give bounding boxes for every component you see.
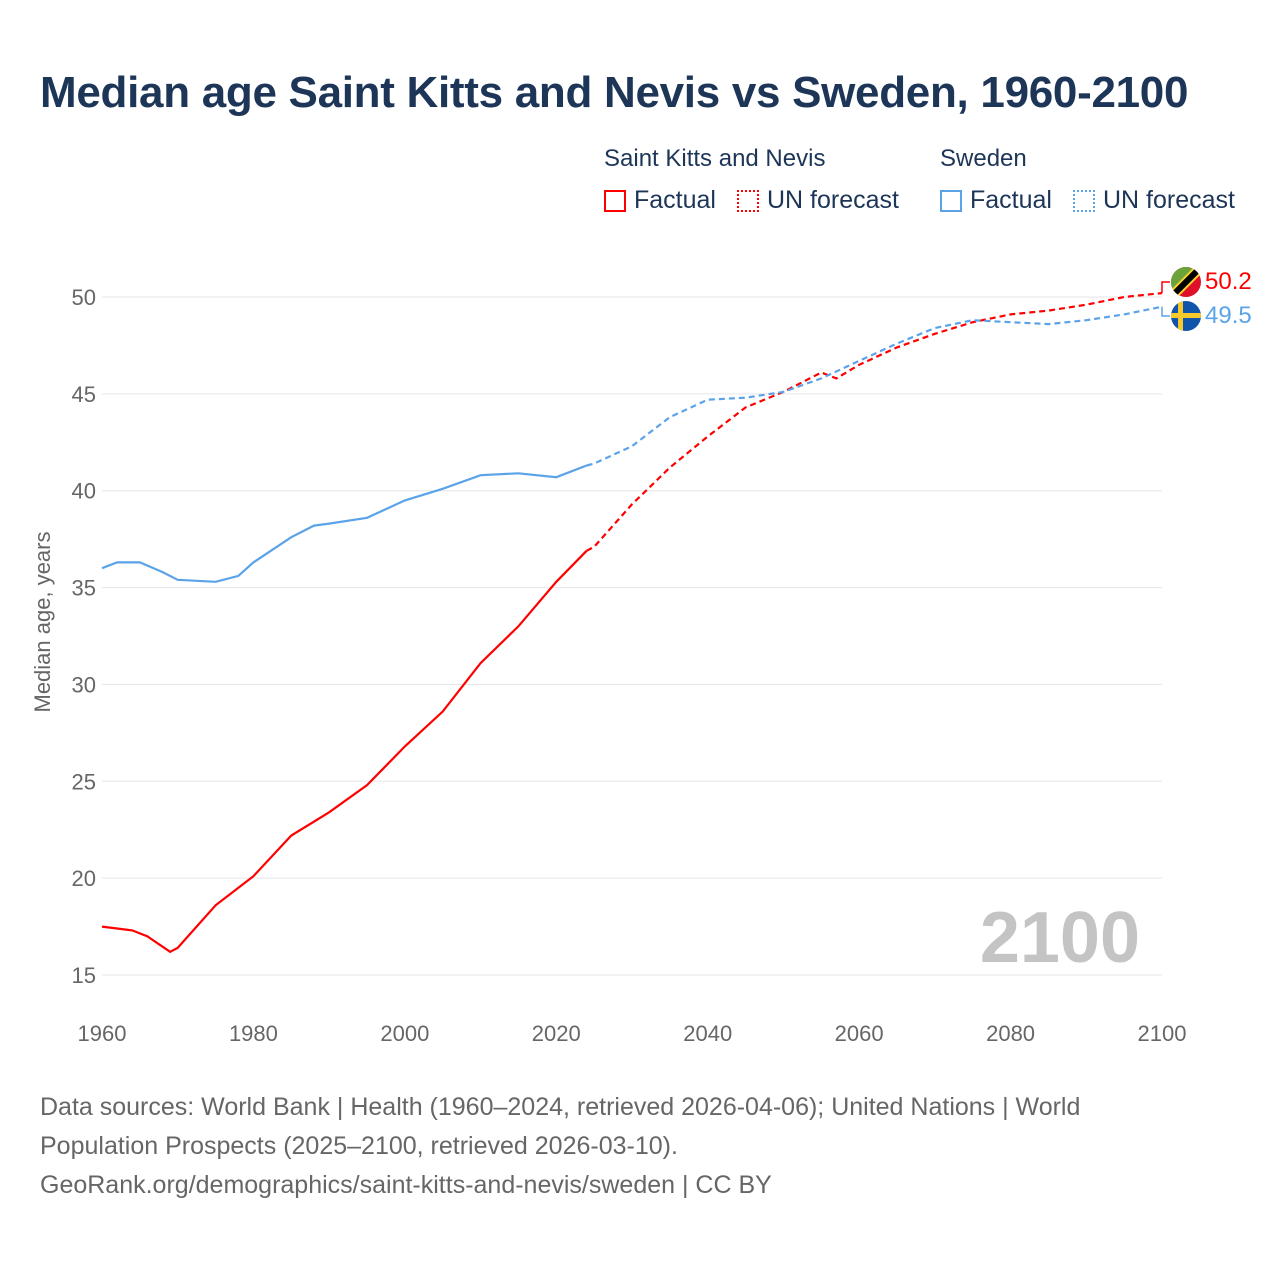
saint-kitts-flag-icon: [1171, 267, 1201, 297]
y-tick-label: 15: [72, 963, 96, 988]
legend-label: UN forecast: [767, 186, 899, 214]
page-title: Median age Saint Kitts and Nevis vs Swed…: [40, 68, 1189, 117]
series-line-sweden-forecast: [586, 305, 1163, 467]
legend-swatch-solid: [604, 189, 626, 212]
x-tick-label: 2020: [532, 1021, 581, 1046]
footer-link[interactable]: GeoRank.org/demographics/saint-kitts-and…: [40, 1171, 772, 1199]
y-tick-label: 35: [72, 576, 96, 601]
x-tick-label: 2100: [1138, 1021, 1187, 1046]
legend-sweden-forecast[interactable]: UN forecast: [1073, 186, 1235, 215]
legend-skn-forecast[interactable]: UN forecast: [737, 186, 899, 215]
legend-sweden-factual[interactable]: Factual: [940, 186, 1052, 215]
footer-source-1: Data sources: World Bank | Health (1960–…: [40, 1093, 1081, 1121]
y-tick-label: 25: [72, 769, 96, 794]
label-connector: [1161, 281, 1170, 294]
y-tick-label: 30: [72, 672, 96, 697]
x-tick-label: 2000: [380, 1021, 429, 1046]
y-tick-label: 20: [72, 866, 96, 891]
y-axis-label: Median age, years: [30, 532, 55, 713]
y-tick-label: 40: [72, 479, 96, 504]
legend-label: Factual: [634, 186, 716, 214]
x-tick-label: 2040: [683, 1021, 732, 1046]
series-line-sweden-factual: [101, 464, 587, 583]
y-tick-label: 50: [72, 285, 96, 310]
end-label-saint-kitts: 50.2: [1205, 268, 1252, 295]
y-tick-label: 45: [72, 382, 96, 407]
footer: Data sources: World Bank | Health (1960–…: [40, 1088, 1240, 1205]
legend-label: Factual: [970, 186, 1052, 214]
legend-swatch-dotted: [737, 189, 759, 212]
sweden-flag-icon: [1171, 301, 1201, 331]
legend-group-sweden: Sweden: [940, 145, 1027, 172]
end-label-sweden: 49.5: [1205, 302, 1252, 329]
x-tick-label: 1960: [78, 1021, 127, 1046]
footer-source-2: Population Prospects (2025–2100, retriev…: [40, 1132, 678, 1160]
label-connector: [1161, 306, 1170, 317]
x-tick-label: 2080: [986, 1021, 1035, 1046]
legend-skn-factual[interactable]: Factual: [604, 186, 716, 215]
legend-label: UN forecast: [1103, 186, 1235, 214]
series-line-saint-kitts-and-nevis-factual: [101, 550, 588, 954]
legend-swatch-dotted: [1073, 189, 1095, 212]
year-watermark: 2100: [980, 898, 1140, 978]
legend-swatch-solid: [940, 189, 962, 212]
x-tick-label: 2060: [835, 1021, 884, 1046]
series-line-saint-kitts-and-nevis-forecast: [586, 292, 1163, 552]
x-tick-label: 1980: [229, 1021, 278, 1046]
legend-group-saint-kitts: Saint Kitts and Nevis: [604, 145, 826, 172]
